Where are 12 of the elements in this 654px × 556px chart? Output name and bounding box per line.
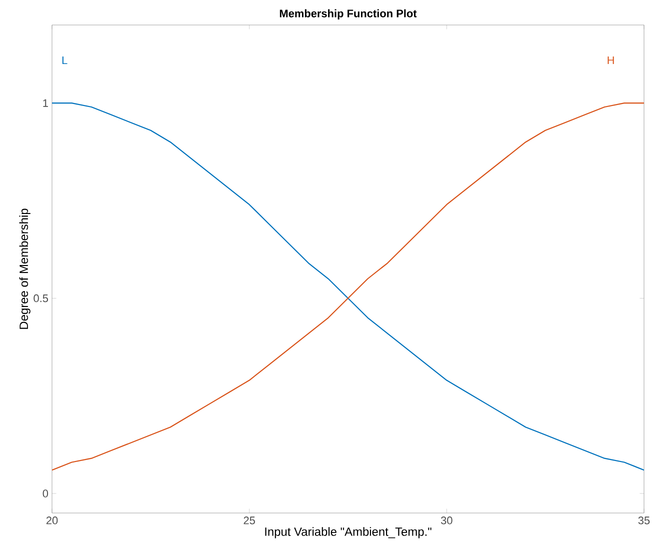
text: L	[62, 56, 68, 64]
y-tick-label: 1	[43, 99, 48, 107]
x-tick-label: 30	[441, 516, 452, 524]
x-axis-title: Input Variable "Ambient_Temp."	[265, 527, 432, 538]
y-axis-title: Degree of Membership	[19, 208, 30, 329]
text: H	[608, 56, 614, 64]
chart-title: Membership Function Plot	[280, 9, 417, 20]
x-tick-label: 25	[244, 516, 255, 524]
x-tick-label: 20	[46, 516, 58, 524]
y-tick-label: 0.5	[34, 294, 48, 302]
y-tick-label: 0	[42, 490, 48, 498]
x-tick-label: 35	[638, 516, 650, 524]
